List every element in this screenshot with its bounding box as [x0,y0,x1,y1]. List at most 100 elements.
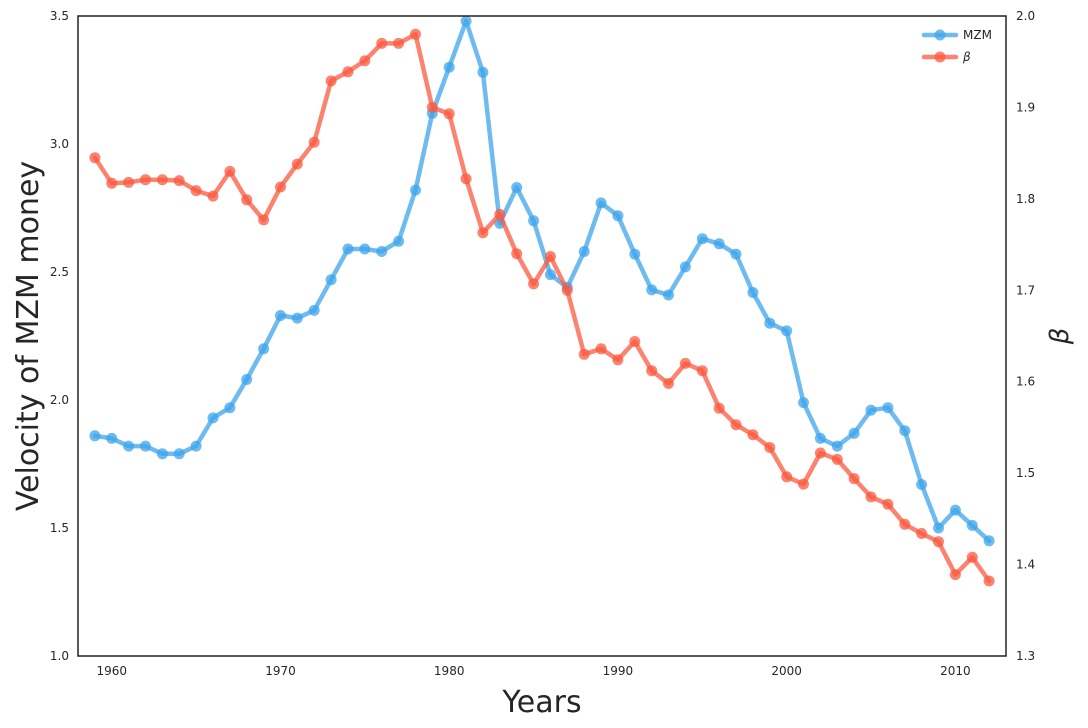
x-tick-label: 2000 [771,664,802,678]
data-point [916,479,928,490]
data-point [325,75,337,87]
data-point [933,522,944,534]
legend-item: MZM [921,28,992,42]
data-point [781,325,793,337]
y-tick-label: 3.5 [50,9,69,23]
data-point [696,365,708,377]
data-point [359,243,371,255]
data-point [865,404,877,416]
data-point [173,448,185,460]
plot-frame [77,15,1007,657]
data-point [831,440,843,452]
data-point [544,251,556,262]
data-point [814,432,826,444]
data-point [663,378,674,389]
data-point [156,448,168,460]
right-y-axis-ticks: 1.3 1.4 1.5 1.6 1.7 1.8 1.9 2.0 [1016,9,1035,663]
data-point [224,165,236,177]
left-y-axis-ticks: 1.0 1.5 2.0 2.5 3.0 3.5 [50,9,69,663]
data-point [275,181,286,193]
data-point [275,310,286,321]
data-point [798,397,809,409]
data-point [679,261,691,273]
data-point [730,419,742,431]
data-point [410,184,421,196]
data-point [173,175,185,187]
data-point [561,284,573,296]
data-point [291,312,303,324]
data-point [89,430,101,442]
data-point [376,37,388,49]
data-point [156,174,168,186]
series-beta [89,28,995,587]
y2-tick-label: 1.4 [1016,558,1035,572]
data-point [190,440,202,452]
legend-label: MZM [963,28,992,42]
data-point [426,101,438,113]
x-tick-label: 2010 [940,664,971,678]
data-point [629,248,641,260]
data-point [123,176,135,188]
data-point [578,246,590,257]
data-point [410,28,421,40]
y-tick-label: 2.5 [50,265,69,279]
x-tick-label: 1980 [434,664,465,678]
data-point [747,287,759,298]
data-point [291,158,303,170]
data-point [696,233,708,245]
legend: MZM β [921,28,992,64]
y-tick-label: 2.0 [50,393,69,407]
right-y-axis-title: β [1045,328,1075,346]
left-y-axis-title: Velocity of MZM money [11,161,46,511]
data-point [258,214,270,226]
data-point [663,289,674,301]
y2-tick-label: 1.9 [1016,100,1035,114]
data-point [916,528,928,539]
data-point [477,66,489,78]
data-point [393,37,405,49]
data-point [713,238,725,250]
data-point [983,535,995,547]
data-point [140,440,151,452]
data-point [578,348,590,360]
data-point [123,440,135,452]
data-point [882,498,894,510]
data-point [106,432,118,444]
legend-item: β [921,50,971,64]
y2-tick-label: 1.5 [1016,466,1035,480]
data-point [679,357,691,369]
data-point [730,248,742,260]
data-point [831,453,843,465]
data-point [629,336,641,347]
data-point [646,284,658,296]
data-point [393,235,405,247]
y-tick-label: 1.5 [50,521,69,535]
data-point [528,215,540,227]
y2-tick-label: 1.6 [1016,375,1035,389]
data-point [511,182,523,193]
data-point [646,365,658,377]
data-point [494,208,506,220]
data-point [966,519,978,531]
data-point [477,227,489,239]
data-point [241,194,253,206]
data-point [747,429,759,441]
y2-tick-label: 2.0 [1016,9,1035,23]
data-point [528,278,540,290]
data-point [966,551,978,563]
data-point [933,536,944,548]
data-point [798,478,809,490]
data-point [511,248,523,260]
y2-tick-label: 1.8 [1016,192,1035,206]
plot-area [78,16,1006,656]
data-point [899,518,911,530]
legend-marker [934,51,946,63]
x-tick-label: 1970 [265,664,296,678]
data-point [848,427,860,439]
data-point [781,471,793,483]
data-point [595,343,607,355]
data-point [899,425,911,437]
data-point [544,269,556,281]
data-point [612,210,624,222]
